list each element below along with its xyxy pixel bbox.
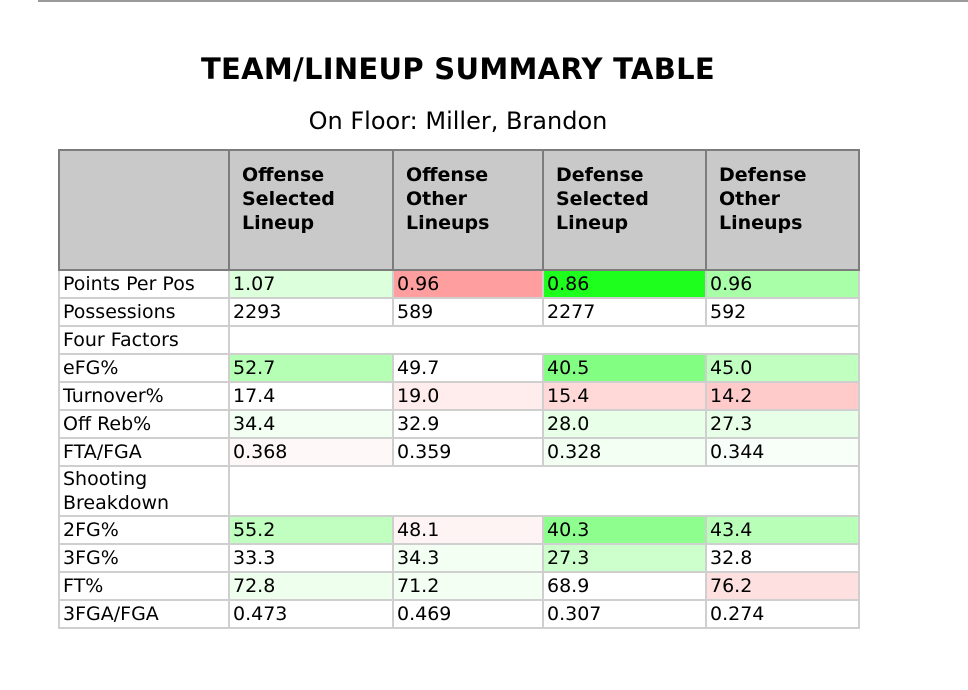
table-row: FT% 72.8 71.2 68.9 76.2 [58, 571, 860, 601]
summary-table: Offense Selected Lineup Offense Other Lineups… [58, 149, 860, 629]
row-label: Possessions [58, 297, 230, 327]
column-header: Offense Other Lineups [392, 149, 544, 271]
table-row: Points Per Pos 1.07 0.96 0.86 0.96 [58, 269, 860, 299]
column-header-line: Defense [556, 164, 644, 186]
value-cell: 32.8 [705, 543, 860, 573]
value-cell: 0.469 [392, 599, 544, 629]
value-cell: 71.2 [392, 571, 544, 601]
section-label: Shooting Breakdown [58, 465, 230, 517]
row-label: 3FG% [58, 543, 230, 573]
value-cell: 76.2 [705, 571, 860, 601]
row-label: Points Per Pos [58, 269, 230, 299]
table-row: 3FG% 33.3 34.3 27.3 32.8 [58, 543, 860, 573]
row-label: 3FGA/FGA [58, 599, 230, 629]
value-cell: 49.7 [392, 353, 544, 383]
header-corner [58, 149, 230, 271]
value-cell: 0.274 [705, 599, 860, 629]
column-header-line: Offense [242, 164, 325, 186]
table-header: Offense Selected Lineup Offense Other Lineups… [58, 149, 860, 271]
value-cell: 0.307 [542, 599, 707, 629]
column-header-line: Lineups [406, 212, 490, 234]
column-header: Defense Selected Lineup [542, 149, 707, 271]
value-cell: 40.5 [542, 353, 707, 383]
value-cell: 48.1 [392, 515, 544, 545]
row-label: Off Reb% [58, 409, 230, 439]
table-body: Points Per Pos 1.07 0.96 0.86 0.96 Possession… [58, 269, 860, 629]
column-header-line: Lineups [719, 212, 803, 234]
section-blank-cell [228, 325, 860, 355]
value-cell: 33.3 [228, 543, 394, 573]
table-row: 3FGA/FGA 0.473 0.469 0.307 0.274 [58, 599, 860, 629]
value-cell: 40.3 [542, 515, 707, 545]
top-divider [38, 0, 968, 2]
row-label: FTA/FGA [58, 437, 230, 467]
header-row: Offense Selected Lineup Offense Other Lineups… [58, 149, 860, 271]
value-cell: 72.8 [228, 571, 394, 601]
column-header-line: Lineup [556, 212, 629, 234]
value-cell: 0.344 [705, 437, 860, 467]
column-header-line: Defense [719, 164, 807, 186]
value-cell: 19.0 [392, 381, 544, 411]
value-cell: 0.473 [228, 599, 394, 629]
row-label: eFG% [58, 353, 230, 383]
value-cell: 55.2 [228, 515, 394, 545]
page-subtitle: On Floor: Miller, Brandon [308, 107, 608, 135]
section-label-line: Shooting [63, 468, 148, 490]
value-cell: 15.4 [542, 381, 707, 411]
table-row: eFG% 52.7 49.7 40.5 45.0 [58, 353, 860, 383]
value-cell: 0.96 [392, 269, 544, 299]
value-cell: 14.2 [705, 381, 860, 411]
table-row: Possessions 2293 589 2277 592 [58, 297, 860, 327]
value-cell: 1.07 [228, 269, 394, 299]
value-cell: 589 [392, 297, 544, 327]
column-header: Defense Other Lineups [705, 149, 860, 271]
value-cell: 45.0 [705, 353, 860, 383]
section-row: Shooting Breakdown [58, 465, 860, 517]
section-row: Four Factors [58, 325, 860, 355]
table-row: Turnover% 17.4 19.0 15.4 14.2 [58, 381, 860, 411]
page-title: TEAM/LINEUP SUMMARY TABLE [200, 52, 716, 86]
section-blank-cell [228, 465, 860, 517]
value-cell: 0.368 [228, 437, 394, 467]
section-label: Four Factors [58, 325, 230, 355]
table-row: Off Reb% 34.4 32.9 28.0 27.3 [58, 409, 860, 439]
value-cell: 34.4 [228, 409, 394, 439]
value-cell: 32.9 [392, 409, 544, 439]
column-header: Offense Selected Lineup [228, 149, 394, 271]
column-header-line: Selected [242, 188, 335, 210]
value-cell: 27.3 [705, 409, 860, 439]
row-label: FT% [58, 571, 230, 601]
table-row: 2FG% 55.2 48.1 40.3 43.4 [58, 515, 860, 545]
value-cell: 52.7 [228, 353, 394, 383]
value-cell: 34.3 [392, 543, 544, 573]
value-cell: 27.3 [542, 543, 707, 573]
column-header-line: Other [406, 188, 468, 210]
value-cell: 0.96 [705, 269, 860, 299]
row-label: 2FG% [58, 515, 230, 545]
value-cell: 0.359 [392, 437, 544, 467]
value-cell: 17.4 [228, 381, 394, 411]
value-cell: 43.4 [705, 515, 860, 545]
value-cell: 68.9 [542, 571, 707, 601]
value-cell: 2277 [542, 297, 707, 327]
value-cell: 592 [705, 297, 860, 327]
value-cell: 2293 [228, 297, 394, 327]
row-label: Turnover% [58, 381, 230, 411]
value-cell: 0.328 [542, 437, 707, 467]
column-header-line: Lineup [242, 212, 315, 234]
column-header-line: Offense [406, 164, 489, 186]
column-header-line: Other [719, 188, 781, 210]
table-row: FTA/FGA 0.368 0.359 0.328 0.344 [58, 437, 860, 467]
section-label-line: Breakdown [63, 492, 170, 514]
value-cell: 0.86 [542, 269, 707, 299]
value-cell: 28.0 [542, 409, 707, 439]
column-header-line: Selected [556, 188, 649, 210]
